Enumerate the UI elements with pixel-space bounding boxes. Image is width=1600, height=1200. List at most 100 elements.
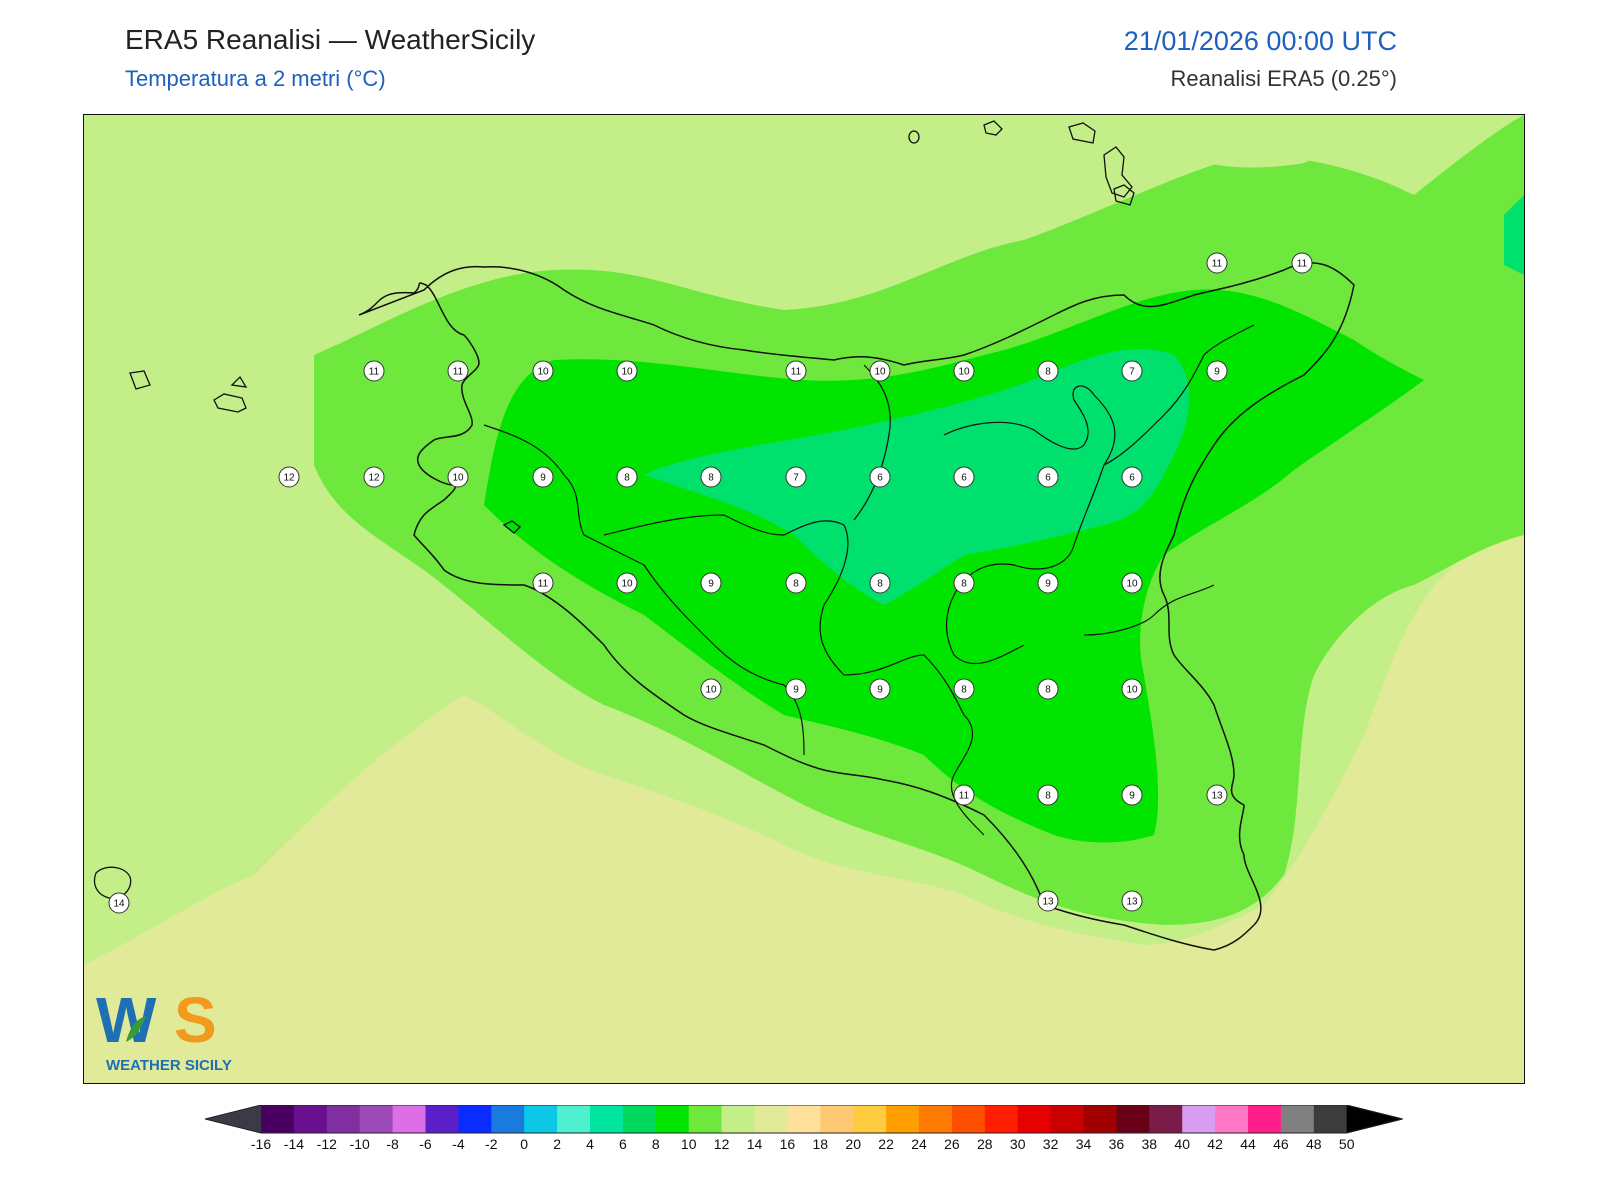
colorbar-segment: [261, 1105, 295, 1133]
province-borders: [483, 324, 1255, 836]
station-marker[interactable]: 6: [1121, 466, 1143, 488]
colorbar-tick-label: -16: [251, 1136, 271, 1152]
colorbar-tick-label: 8: [652, 1136, 660, 1152]
band-6: [644, 348, 1189, 605]
colorbar-segment: [1313, 1105, 1348, 1133]
station-value: 9: [540, 473, 546, 484]
station-value: 9: [793, 685, 799, 696]
map-title: ERA5 Reanalisi — WeatherSicily: [125, 24, 536, 55]
station-marker[interactable]: 11: [447, 360, 469, 382]
station-value: 11: [959, 791, 970, 802]
station-marker[interactable]: 10: [869, 360, 891, 382]
station-marker[interactable]: 8: [785, 572, 807, 594]
station-circle: [1121, 572, 1143, 594]
station-circle: [953, 784, 975, 806]
station-marker[interactable]: 10: [447, 466, 469, 488]
station-marker[interactable]: 9: [700, 572, 722, 594]
station-circle: [1037, 572, 1059, 594]
station-value: 8: [708, 473, 714, 484]
station-value: 12: [368, 473, 380, 484]
station-marker[interactable]: 8: [953, 572, 975, 594]
station-marker[interactable]: 6: [869, 466, 891, 488]
station-circle: [785, 678, 807, 700]
station-circle: [1037, 890, 1059, 912]
station-circle: [532, 572, 554, 594]
station-value: 13: [1126, 897, 1138, 908]
station-marker[interactable]: 8: [700, 466, 722, 488]
station-marker[interactable]: 8: [1037, 678, 1059, 700]
station-value: 10: [537, 367, 549, 378]
colorbar-tick-label: -4: [452, 1136, 465, 1152]
station-circle: [532, 360, 554, 382]
station-marker[interactable]: 10: [953, 360, 975, 382]
colorbar-outline: [205, 1105, 1403, 1134]
station-marker[interactable]: 9: [785, 678, 807, 700]
station-marker[interactable]: 7: [785, 466, 807, 488]
station-marker[interactable]: 11: [953, 784, 975, 806]
station-marker[interactable]: 8: [869, 572, 891, 594]
station-marker[interactable]: 10: [616, 360, 638, 382]
map-canvas: 11 11 10 10 11 10 10 8 7 9 12 12 10 9 8 8 7 6 6 6 6 11 10 9 8 8 8 9…: [84, 115, 1524, 1083]
station-value: 10: [705, 685, 717, 696]
station-marker[interactable]: 9: [1121, 784, 1143, 806]
station-marker[interactable]: 8: [616, 466, 638, 488]
station-marker[interactable]: 10: [700, 678, 722, 700]
station-value: 7: [1129, 367, 1135, 378]
colorbar-tick-label: -2: [485, 1136, 498, 1152]
station-marker[interactable]: 9: [1206, 360, 1228, 382]
station-marker[interactable]: 8: [953, 678, 975, 700]
temperature-map[interactable]: 11 11 10 10 11 10 10 8 7 9 12 12 10 9 8 8 7 6 6 6 6 11 10 9 8 8 8 9…: [83, 114, 1525, 1084]
station-circle: [1206, 784, 1228, 806]
station-marker[interactable]: 10: [1121, 572, 1143, 594]
station-circle: [532, 466, 554, 488]
station-circle: [278, 466, 300, 488]
station-marker[interactable]: 12: [278, 466, 300, 488]
station-marker[interactable]: 9: [532, 466, 554, 488]
colorbar-segment: [392, 1105, 426, 1133]
station-marker[interactable]: 11: [1206, 252, 1228, 274]
colorbar-segment: [293, 1105, 328, 1133]
station-marker[interactable]: 8: [1037, 360, 1059, 382]
colorbar-tick-label: 12: [714, 1136, 730, 1152]
colorbar-segment: [886, 1105, 920, 1133]
station-value: 8: [1045, 685, 1051, 696]
station-marker[interactable]: 9: [869, 678, 891, 700]
station-circle: [700, 678, 722, 700]
station-marker[interactable]: 11: [1291, 252, 1313, 274]
station-marker[interactable]: 13: [1121, 890, 1143, 912]
station-circle: [869, 572, 891, 594]
colorbar-segment: [359, 1105, 394, 1133]
colorbar-tick-label: 6: [619, 1136, 627, 1152]
station-value: 7: [793, 473, 799, 484]
station-circle: [1121, 678, 1143, 700]
station-marker[interactable]: 7: [1121, 360, 1143, 382]
colorbar-segment: [919, 1105, 953, 1133]
station-marker[interactable]: 10: [532, 360, 554, 382]
station-marker[interactable]: 11: [532, 572, 554, 594]
colorbar-tick-label: -8: [386, 1136, 399, 1152]
colorbar-segment: [820, 1105, 854, 1133]
station-marker[interactable]: 13: [1206, 784, 1228, 806]
station-marker[interactable]: 11: [785, 360, 807, 382]
station-circle: [785, 466, 807, 488]
colorbar-segment: [1116, 1105, 1150, 1133]
station-marker[interactable]: 10: [616, 572, 638, 594]
colorbar-segment: [1215, 1105, 1249, 1133]
band-12-north: [1184, 115, 1315, 168]
station-marker[interactable]: 14: [108, 892, 130, 914]
station-marker[interactable]: 9: [1037, 572, 1059, 594]
station-marker[interactable]: 11: [363, 360, 385, 382]
station-marker[interactable]: 6: [1037, 466, 1059, 488]
station-marker[interactable]: 12: [363, 466, 385, 488]
station-marker[interactable]: 10: [1121, 678, 1143, 700]
station-marker[interactable]: 13: [1037, 890, 1059, 912]
station-value: 12: [283, 473, 295, 484]
station-value: 13: [1211, 791, 1223, 802]
station-marker[interactable]: 8: [1037, 784, 1059, 806]
colorbar-under-arrow: [205, 1105, 261, 1133]
station-marker[interactable]: 6: [953, 466, 975, 488]
station-value: 8: [624, 473, 630, 484]
station-value: 8: [961, 579, 967, 590]
station-circle: [616, 572, 638, 594]
band-8: [484, 289, 1424, 843]
